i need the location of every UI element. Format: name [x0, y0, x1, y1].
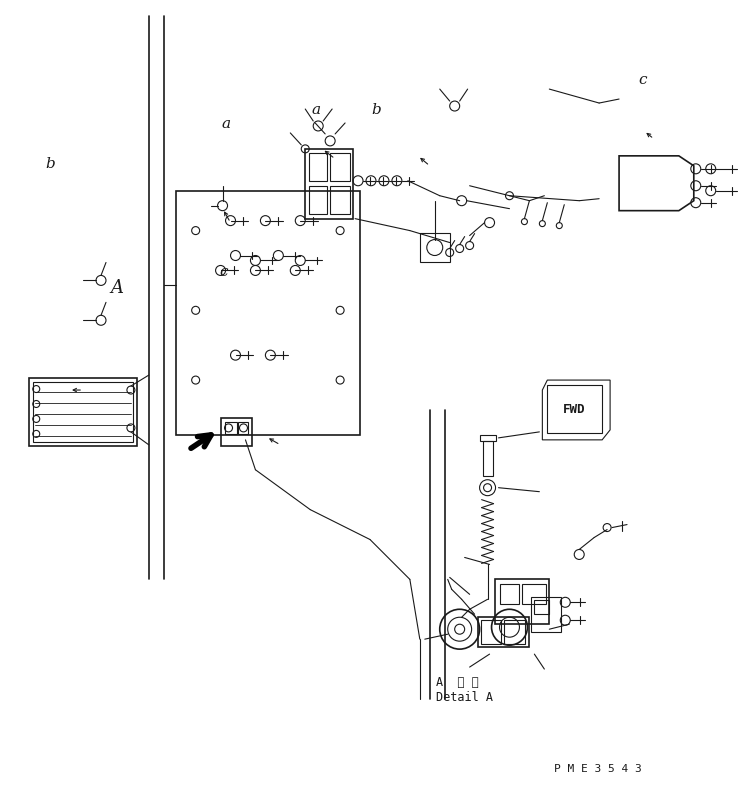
- Text: b: b: [46, 157, 56, 171]
- Text: b: b: [371, 103, 381, 117]
- Bar: [522, 585, 546, 604]
- Bar: [225, 422, 237, 434]
- Bar: [478, 618, 529, 647]
- Text: P M E 3 5 4 3: P M E 3 5 4 3: [554, 764, 642, 774]
- Bar: [420, 232, 450, 263]
- Bar: [482, 441, 493, 476]
- Bar: [176, 191, 360, 435]
- Bar: [305, 149, 353, 219]
- Bar: [309, 186, 327, 214]
- Bar: [330, 153, 350, 181]
- Text: c: c: [639, 73, 647, 87]
- Text: A: A: [111, 279, 124, 296]
- Bar: [481, 620, 501, 644]
- Bar: [531, 598, 561, 632]
- Bar: [238, 422, 249, 434]
- Bar: [220, 418, 252, 446]
- Bar: [33, 382, 133, 442]
- Bar: [479, 435, 496, 441]
- Text: Detail A: Detail A: [436, 690, 493, 704]
- Bar: [499, 585, 519, 604]
- Bar: [330, 186, 350, 214]
- Bar: [494, 579, 549, 624]
- Bar: [309, 153, 327, 181]
- Bar: [548, 385, 602, 433]
- Text: a: a: [312, 103, 321, 117]
- Text: c: c: [220, 265, 228, 280]
- Text: a: a: [222, 117, 231, 131]
- Text: A  詳 細: A 詳 細: [436, 677, 479, 690]
- Bar: [504, 620, 525, 644]
- Bar: [534, 600, 549, 614]
- Text: FWD: FWD: [563, 404, 585, 417]
- Bar: [29, 378, 137, 446]
